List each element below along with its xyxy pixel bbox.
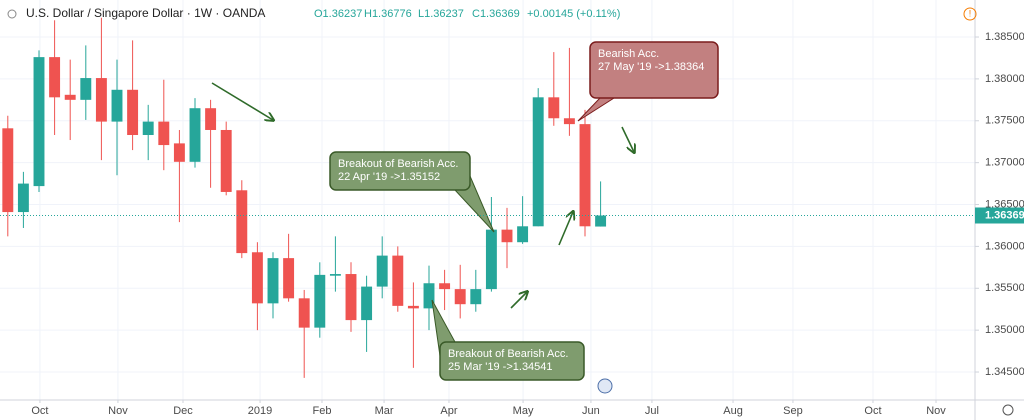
arrows — [211, 82, 634, 309]
y-tick-label: 1.35000 — [985, 324, 1024, 336]
body — [95, 78, 107, 122]
body — [283, 258, 295, 299]
legend-value: L1.36237 — [418, 8, 464, 20]
body — [236, 190, 248, 254]
grid — [0, 0, 975, 400]
y-tick-label: 1.36500 — [985, 198, 1024, 210]
callout-box — [589, 41, 719, 99]
callout-text: Breakout of Bearish Acc. — [448, 348, 568, 360]
body — [548, 97, 560, 119]
body — [501, 229, 513, 243]
body — [532, 97, 544, 227]
body — [17, 183, 29, 213]
y-tick-label: 1.38500 — [985, 31, 1024, 43]
body — [423, 283, 435, 309]
x-tick-label: Jun — [582, 405, 600, 417]
body — [392, 255, 404, 306]
callouts: Bearish Acc.27 May '19 ->1.38364 Breakout… — [329, 41, 719, 381]
arrow — [211, 82, 273, 120]
body — [158, 121, 170, 146]
callout-text: 25 Mar '19 ->1.34541 — [448, 361, 553, 373]
body — [189, 108, 201, 162]
x-tick-label: Sep — [783, 405, 803, 417]
last-price-box — [975, 207, 1024, 224]
body — [361, 286, 373, 321]
legend-value: H1.36776 — [364, 8, 412, 20]
body — [173, 143, 185, 162]
y-tick-label: 1.37500 — [985, 115, 1024, 127]
callout-text: Breakout of Bearish Acc. — [338, 158, 458, 170]
y-tick-label: 1.37000 — [985, 157, 1024, 169]
alert-icon[interactable] — [963, 7, 977, 21]
x-tick-label: 2019 — [248, 405, 272, 417]
legend-value: C1.36369 — [472, 8, 520, 20]
menu-icon[interactable] — [7, 9, 17, 19]
x-tick-label: Aug — [723, 405, 743, 417]
callout-text: Bearish Acc. — [598, 48, 659, 60]
body — [267, 258, 279, 304]
arrow — [621, 126, 634, 152]
event-icon[interactable] — [597, 378, 613, 394]
callout-box — [439, 341, 585, 381]
body — [485, 229, 497, 290]
body — [80, 78, 92, 100]
callout-box — [329, 151, 471, 191]
x-tick-label: Mar — [375, 405, 394, 417]
body — [251, 252, 263, 304]
last-price-label: 1.36369 — [985, 209, 1024, 221]
legend-value: +0.00145 (+0.11%) — [527, 8, 620, 20]
ohlc-legend: O1.36237 H1.36776 L1.36237 C1.36369 +0.00145… — [314, 8, 620, 20]
y-tick-label: 1.36000 — [985, 240, 1024, 252]
x-tick-label: May — [513, 405, 534, 417]
candles — [2, 17, 607, 378]
symbol-title: U.S. Dollar / Singapore Dollar · 1W · OA… — [26, 6, 265, 20]
body — [595, 215, 607, 227]
body — [470, 289, 482, 305]
body — [111, 89, 123, 122]
body — [2, 128, 14, 213]
body — [579, 124, 591, 227]
x-tick-label: Oct — [31, 405, 48, 417]
body — [517, 226, 529, 243]
body — [64, 94, 76, 100]
x-tick-label: Oct — [864, 405, 881, 417]
body — [454, 289, 466, 305]
x-tick-label: Apr — [440, 405, 457, 417]
callout-text: 27 May '19 ->1.38364 — [598, 61, 704, 73]
y-tick-label: 1.38000 — [985, 73, 1024, 85]
x-tick-label: Dec — [173, 405, 193, 417]
legend-value: O1.36237 — [314, 8, 362, 20]
body — [33, 57, 45, 187]
body — [439, 283, 451, 290]
body — [127, 89, 139, 136]
body — [49, 57, 61, 98]
alert-mark: ! — [969, 8, 972, 18]
arrow — [510, 292, 527, 309]
y-tick-label: 1.35500 — [985, 282, 1024, 294]
x-tick-label: Feb — [312, 405, 331, 417]
body — [220, 129, 232, 192]
body — [205, 108, 217, 130]
body — [298, 298, 310, 328]
arrow — [558, 212, 573, 246]
callout-text: 22 Apr '19 ->1.35152 — [338, 171, 440, 183]
body — [563, 118, 575, 125]
body — [407, 305, 419, 309]
x-tick-label: Nov — [926, 405, 946, 417]
x-tick-label: Jul — [645, 405, 659, 417]
y-tick-label: 1.34500 — [985, 366, 1024, 378]
body — [376, 255, 388, 287]
settings-icon[interactable] — [1002, 404, 1014, 416]
body — [142, 121, 154, 136]
body — [314, 274, 326, 328]
x-tick-label: Nov — [108, 405, 128, 417]
body — [329, 274, 341, 276]
body — [345, 274, 357, 321]
